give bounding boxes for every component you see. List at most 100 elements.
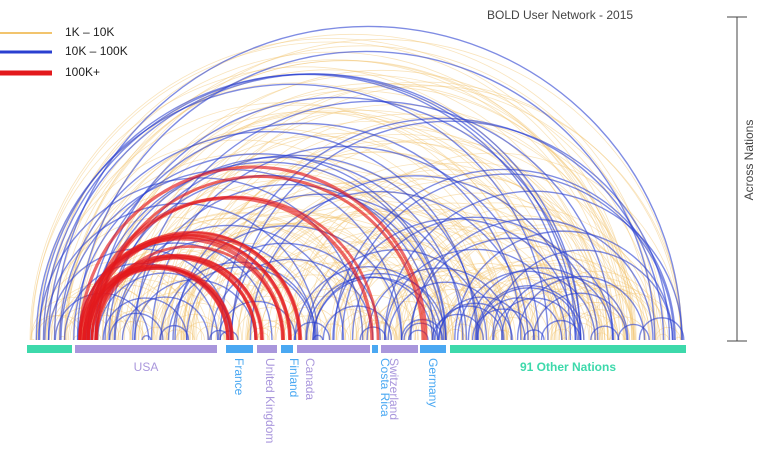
arc — [378, 275, 509, 341]
arc — [507, 288, 610, 341]
arc — [322, 305, 392, 341]
arc — [383, 190, 683, 341]
segment-label: Germany — [426, 358, 440, 407]
segment — [297, 345, 370, 353]
arc — [294, 266, 443, 341]
arc — [293, 174, 626, 341]
segment-label: Canada — [303, 358, 317, 400]
arc — [550, 328, 574, 341]
arc — [136, 110, 597, 341]
segment — [27, 345, 72, 353]
arc — [527, 270, 666, 341]
arc — [417, 267, 563, 341]
arc — [194, 189, 495, 341]
title: BOLD User Network - 2015 — [487, 8, 633, 22]
arc — [166, 223, 401, 341]
arc — [37, 177, 364, 341]
arc — [248, 241, 446, 341]
arc — [106, 320, 146, 341]
segment — [420, 345, 446, 353]
arc — [102, 107, 567, 341]
arc — [250, 226, 478, 341]
arc — [31, 41, 629, 341]
arc — [247, 274, 379, 341]
segments: USA France United Kingdom Finland Canada Cost… — [27, 345, 686, 443]
arc — [90, 164, 443, 341]
arc — [117, 320, 157, 341]
arc — [617, 323, 650, 341]
arc — [550, 312, 606, 341]
arcs — [29, 26, 685, 341]
arc — [231, 138, 634, 341]
arc — [230, 120, 671, 341]
arc — [246, 319, 287, 341]
segment — [257, 345, 277, 353]
arc — [82, 235, 292, 341]
arc — [59, 131, 478, 341]
arc — [461, 296, 550, 341]
arc — [307, 209, 570, 341]
arc — [172, 225, 403, 341]
arc — [43, 51, 620, 341]
arc — [105, 90, 606, 341]
arc — [454, 230, 674, 341]
arc — [399, 302, 476, 341]
arc — [32, 338, 35, 341]
arc — [186, 151, 563, 341]
arc — [94, 255, 264, 341]
arc — [476, 287, 582, 341]
segment — [372, 345, 378, 353]
arc — [29, 38, 634, 341]
arc — [102, 297, 188, 341]
arc — [30, 297, 117, 341]
arc — [64, 128, 488, 341]
arc — [332, 218, 576, 341]
arc — [491, 249, 674, 341]
arc — [236, 246, 424, 341]
arc — [225, 287, 332, 341]
arc — [361, 321, 399, 341]
arc — [175, 325, 205, 341]
arc — [189, 256, 358, 341]
arc — [113, 225, 345, 341]
arc — [401, 289, 504, 341]
legend-label: 10K – 100K — [65, 44, 128, 58]
arc — [473, 276, 601, 341]
arc — [192, 140, 593, 341]
arc — [86, 266, 234, 341]
legend-label: 1K – 10K — [65, 25, 114, 39]
arc — [42, 73, 577, 341]
arc — [336, 228, 560, 341]
arc — [44, 202, 319, 341]
arc — [188, 151, 566, 341]
arc — [85, 231, 303, 341]
segment-label: Finland — [287, 358, 301, 397]
arc — [440, 265, 590, 341]
arc — [35, 83, 549, 341]
arc — [434, 305, 504, 341]
segment-label: USA — [134, 360, 159, 374]
arc — [353, 338, 356, 341]
arc — [456, 270, 596, 341]
arc — [329, 192, 625, 341]
legend: 1K – 10K 10K – 100K 100K+ — [0, 25, 128, 79]
segment-label: France — [232, 358, 246, 396]
arc — [395, 232, 612, 341]
arc — [554, 286, 661, 341]
arc — [176, 223, 412, 341]
arc — [58, 69, 600, 341]
arc — [387, 281, 505, 341]
arc — [173, 85, 683, 341]
arc — [341, 173, 675, 341]
arc — [274, 169, 617, 341]
arc — [654, 327, 681, 341]
arc — [38, 74, 572, 341]
segment — [381, 345, 418, 353]
arc — [500, 276, 629, 341]
arc — [254, 162, 609, 341]
arc — [385, 270, 525, 341]
arc — [217, 300, 297, 341]
arc — [121, 296, 210, 341]
segment — [450, 345, 686, 353]
segment — [281, 345, 293, 353]
